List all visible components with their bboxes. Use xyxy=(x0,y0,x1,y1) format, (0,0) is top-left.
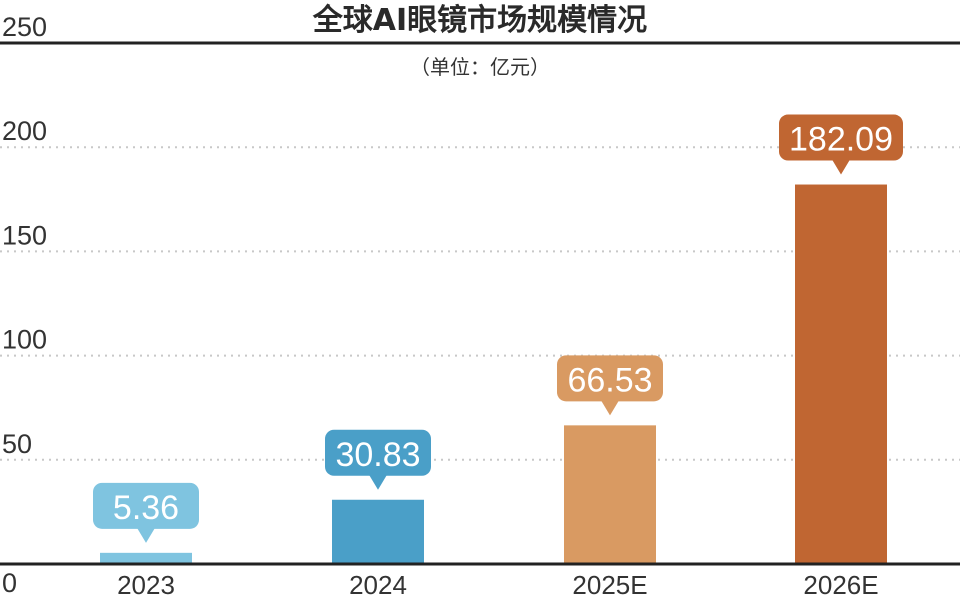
y-tick-label: 150 xyxy=(2,220,47,250)
data-label-callout: 5.36 xyxy=(93,482,199,543)
data-label-box xyxy=(93,482,199,529)
bar xyxy=(100,552,192,564)
data-label-callout: 30.83 xyxy=(325,429,431,490)
bar xyxy=(564,425,656,564)
bar xyxy=(795,184,887,564)
y-tick-label: 50 xyxy=(2,429,32,459)
y-tick-label: 0 xyxy=(2,568,17,598)
x-tick-label: 2024 xyxy=(349,570,407,598)
data-label: 30.83 xyxy=(335,436,420,474)
data-label: 182.09 xyxy=(789,121,893,159)
data-label-pointer xyxy=(601,400,619,416)
x-tick-label: 2026E xyxy=(803,570,878,598)
y-tick-label: 200 xyxy=(2,116,47,146)
x-axis: 2023 2024 2025E 2026E xyxy=(117,570,879,598)
x-tick-label: 2025E xyxy=(572,570,647,598)
data-label-box xyxy=(557,355,663,402)
data-label-callout: 66.53 xyxy=(557,355,663,416)
bar xyxy=(332,499,424,564)
y-tick-label: 250 xyxy=(2,12,47,42)
data-label-pointer xyxy=(137,527,155,543)
data-label-pointer xyxy=(369,474,387,490)
bars: 5.36 30.83 66.53 182.09 xyxy=(93,114,903,564)
data-label-box xyxy=(779,114,903,161)
data-label-box xyxy=(325,429,431,476)
chart-unit: （单位：亿元） xyxy=(410,55,550,79)
data-label: 5.36 xyxy=(113,489,179,527)
y-tick-label: 100 xyxy=(2,325,47,355)
x-tick-label: 2023 xyxy=(117,570,175,598)
y-axis: 0 50 100 150 200 250 xyxy=(2,12,47,598)
data-label: 66.53 xyxy=(567,361,652,399)
data-label-pointer xyxy=(832,159,850,175)
chart-title: 全球AI眼镜市场规模情况 xyxy=(312,3,647,38)
data-label-callout: 182.09 xyxy=(779,114,903,175)
